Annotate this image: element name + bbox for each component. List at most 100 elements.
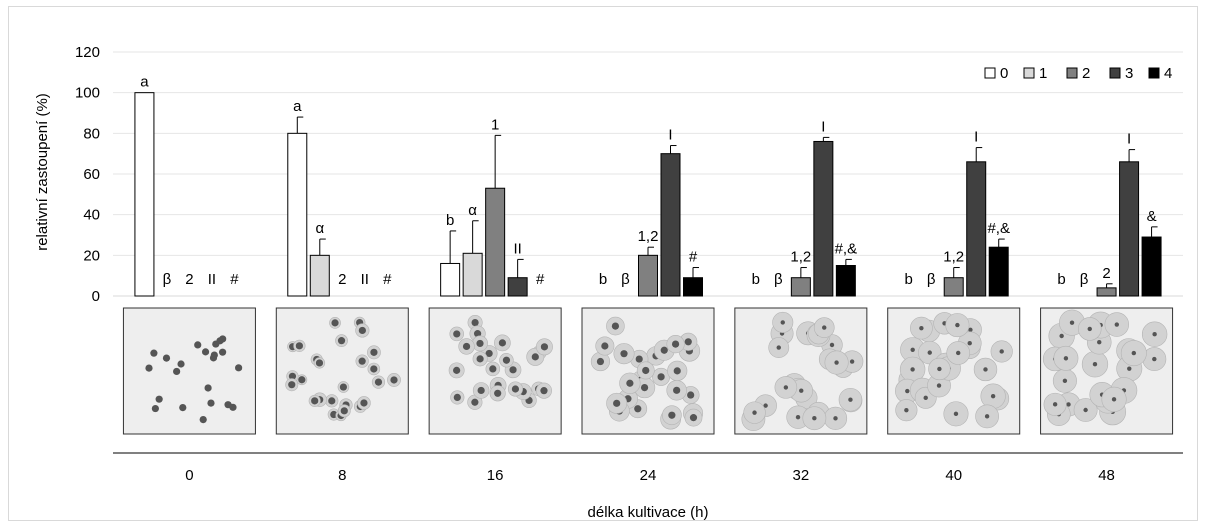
oocyte-core (298, 376, 306, 384)
photo-panel-32h (734, 307, 868, 435)
significance-label: I (974, 129, 978, 146)
bar-16h-series-2 (485, 187, 506, 297)
significance-label: II (513, 240, 521, 257)
significance-label: β (774, 271, 783, 288)
oocyte-core (494, 389, 502, 397)
oocyte-core (910, 347, 915, 352)
x-tick-label: 24 (640, 467, 657, 484)
photo-panels (122, 307, 1174, 435)
oocyte-core (967, 341, 972, 346)
oocyte-core (374, 378, 383, 386)
significance-label: b (599, 271, 607, 288)
legend-swatch-2 (1066, 67, 1078, 79)
oocyte-core (689, 414, 698, 422)
oocyte-core (358, 357, 366, 365)
oocyte-core (849, 359, 855, 364)
oocyte-core (673, 367, 681, 375)
bar-24h-series-2 (638, 254, 658, 297)
bar-40h-series-4 (988, 246, 1009, 297)
oocyte-core (983, 367, 988, 372)
oocyte-core (660, 346, 668, 354)
significance-label: # (230, 271, 239, 288)
oocyte-core (904, 407, 909, 413)
oocyte-core (1059, 333, 1064, 339)
oocyte-core (498, 339, 506, 347)
y-tick-label: 120 (75, 44, 100, 61)
oocyte-core (687, 391, 695, 399)
oocyte-core (509, 366, 517, 374)
x-tick-label: 16 (487, 467, 504, 484)
y-axis-title: relativní zastoupení (%) (34, 93, 51, 251)
x-axis-title: délka kultivace (h) (588, 504, 709, 521)
x-tick-label: 8 (338, 467, 346, 484)
bar-16h-series-0 (440, 262, 461, 297)
oocyte-core (485, 349, 493, 358)
oocyte-core (910, 367, 915, 372)
photo-panel-48h (1040, 307, 1174, 435)
oocyte-core (812, 415, 817, 421)
oocyte-core (201, 348, 210, 356)
oocyte-core (613, 399, 621, 407)
oocyte-core (752, 410, 757, 415)
x-tick-label: 40 (945, 467, 962, 484)
bar-32h-series-4 (835, 265, 856, 297)
significance-label: b (1057, 271, 1065, 288)
oocyte-core (596, 357, 605, 366)
significance-label: b (905, 271, 913, 288)
oocyte-core (634, 405, 642, 413)
oocyte-core (1127, 366, 1132, 371)
oocyte-core (194, 341, 202, 349)
oocyte-core (923, 395, 928, 401)
oocyte-core (620, 350, 628, 358)
oocyte-core (462, 342, 471, 351)
y-tick-label: 0 (92, 288, 100, 305)
significance-label: #,& (987, 220, 1010, 237)
oocyte-core (207, 399, 215, 407)
oocyte-core (601, 342, 609, 350)
oocyte-core (311, 397, 319, 405)
oocyte-core (936, 383, 942, 388)
significance-label: 1 (491, 116, 499, 133)
oocyte-core (315, 359, 324, 367)
x-tick-label: 48 (1098, 467, 1115, 484)
oocyte-core (288, 381, 296, 389)
oocyte-core (502, 356, 511, 364)
chart-frame (8, 6, 1198, 521)
oocyte-core (155, 395, 163, 403)
oocyte-core (477, 386, 485, 395)
significance-label: # (536, 271, 545, 288)
oocyte-core (1069, 320, 1075, 325)
oocyte-core (955, 322, 960, 328)
oocyte-core (668, 411, 676, 419)
oocyte-core (829, 342, 835, 348)
oocyte-core (473, 330, 482, 338)
bar-0h-series-0 (134, 92, 155, 297)
oocyte-core (453, 393, 461, 402)
oocyte-core (1114, 322, 1120, 327)
oocyte-core (763, 403, 768, 408)
oocyte-core (218, 348, 227, 356)
oocyte-core (640, 383, 649, 392)
oocyte-core (229, 403, 237, 411)
bar-48h-series-3 (1119, 161, 1140, 297)
significance-label: b (446, 212, 454, 229)
photo-panel-8h (275, 307, 409, 435)
oocyte-core (288, 372, 297, 380)
oocyte-core (360, 399, 368, 407)
legend-swatch-4 (1148, 67, 1160, 79)
oocyte-core (657, 373, 665, 381)
oocyte-core (235, 364, 243, 372)
oocyte-core (476, 339, 484, 348)
significance-label: 1,2 (943, 249, 964, 266)
oocyte-core (531, 353, 539, 361)
significance-label: a (293, 98, 302, 115)
bar-8h-series-1 (309, 254, 330, 297)
oocyte-core (1131, 350, 1137, 356)
y-tick-label: 80 (83, 125, 100, 142)
bar-32h-series-2 (790, 277, 811, 297)
bar-40h-series-3 (966, 161, 987, 297)
oocyte-core (780, 320, 785, 325)
oocyte-core (919, 325, 924, 331)
oocyte-core (204, 384, 212, 392)
